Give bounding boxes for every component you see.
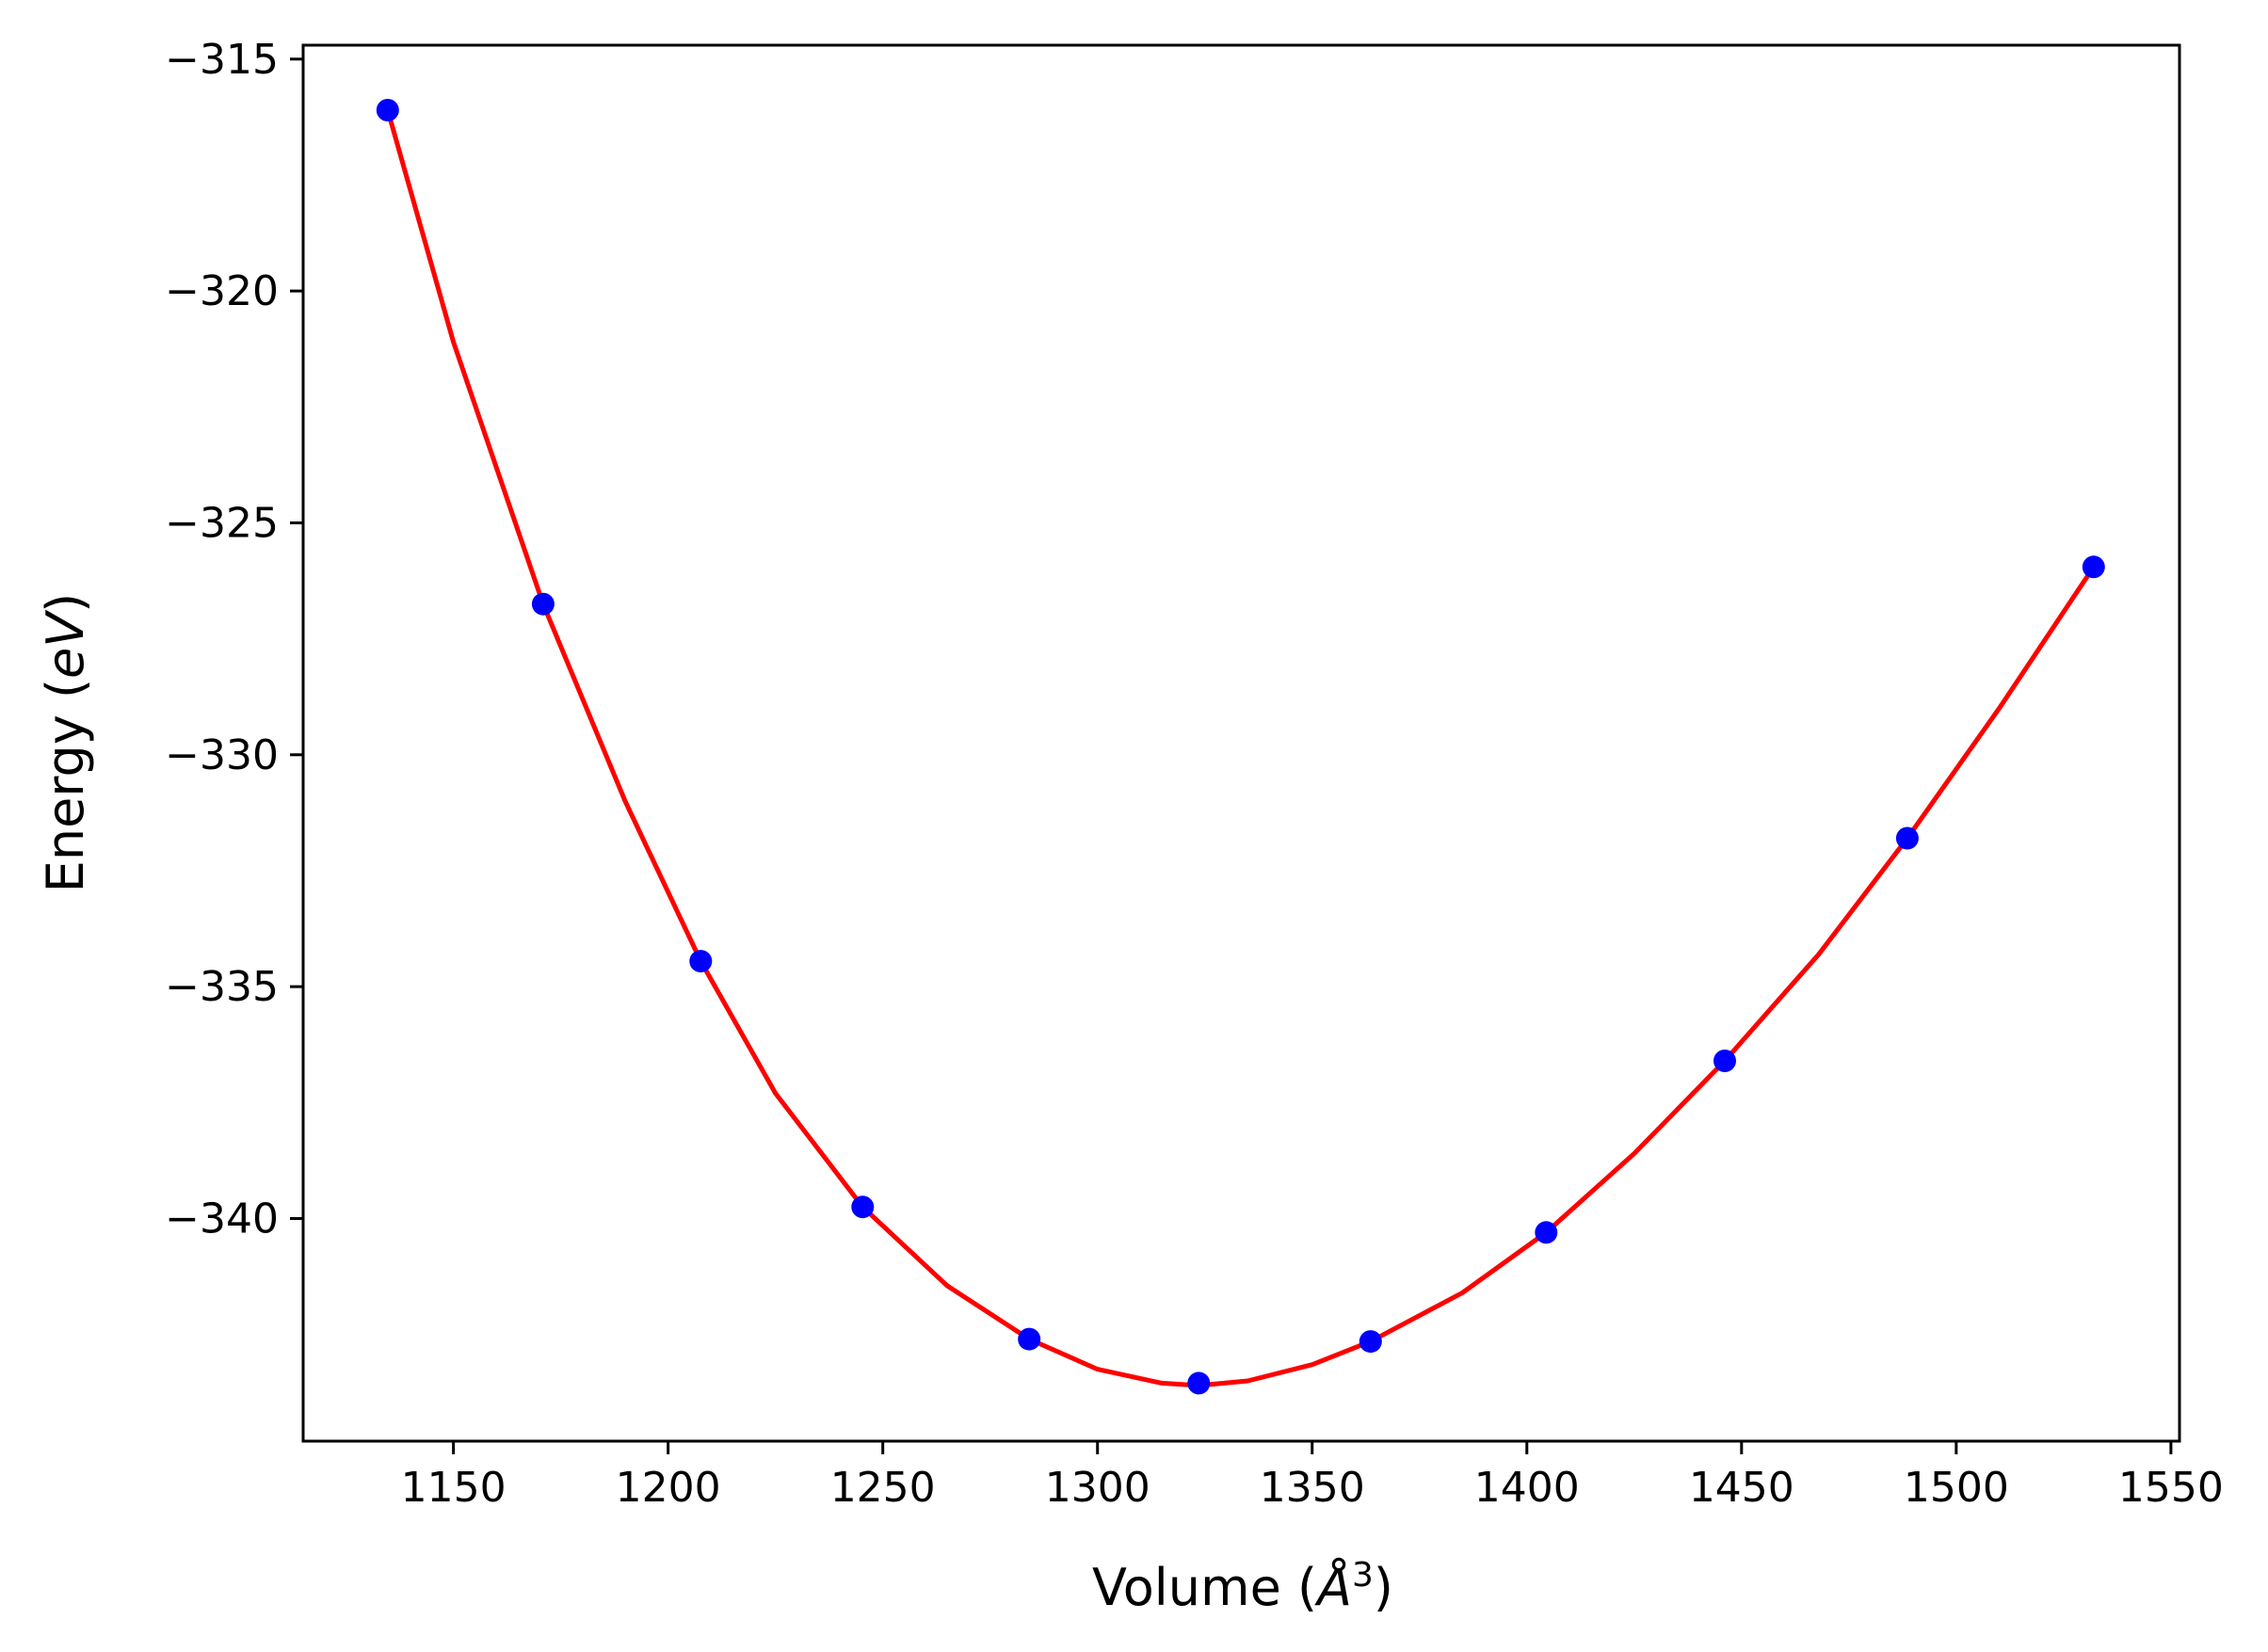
y-tick-label: −325 [165, 499, 279, 547]
x-tick-label: 1350 [1260, 1464, 1365, 1512]
data-point [1359, 1330, 1382, 1354]
x-tick-label: 1300 [1045, 1464, 1150, 1512]
y-tick-label: −320 [165, 267, 279, 315]
data-point [1713, 1050, 1736, 1072]
y-tick-label: −340 [165, 1195, 279, 1243]
data-point [1018, 1327, 1041, 1351]
data-point [689, 950, 713, 973]
y-tick-label: −315 [165, 36, 279, 84]
data-point [1895, 826, 1919, 850]
x-tick-label: 1200 [616, 1464, 721, 1512]
data-point [1535, 1221, 1558, 1244]
data-point [376, 99, 399, 121]
x-tick-label: 1450 [1689, 1464, 1794, 1512]
x-tick-label: 1400 [1474, 1464, 1580, 1512]
x-axis-label: Volume (Å3) [1092, 1556, 1393, 1618]
x-tick-label: 1150 [401, 1464, 507, 1512]
x-axis: 1150 1200 1250 1300 1350 1400 1450 1500 1550 [401, 1441, 2224, 1512]
x-tick-label: 1500 [1904, 1464, 2009, 1512]
plot-frame [301, 43, 2181, 1443]
plot-content [376, 99, 2105, 1395]
data-point [2082, 555, 2105, 579]
y-axis-label: Energy (eV) [36, 593, 95, 893]
data-point [851, 1195, 875, 1219]
x-tick-label: 1550 [2118, 1464, 2224, 1512]
data-point [1187, 1371, 1211, 1395]
y-tick-label: −335 [165, 963, 279, 1011]
y-tick-label: −330 [165, 731, 279, 779]
y-axis: −315 −320 −325 −330 −335 −340 [165, 36, 303, 1243]
x-tick-label: 1250 [830, 1464, 936, 1512]
data-point [531, 592, 555, 616]
